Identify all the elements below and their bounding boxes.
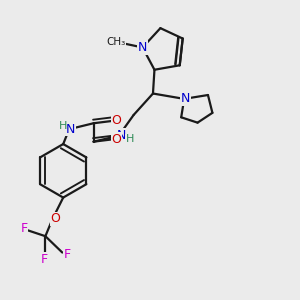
Text: F: F [20,222,28,235]
Text: N: N [117,129,127,142]
Text: CH₃: CH₃ [106,38,125,47]
Text: H: H [126,134,134,144]
Text: O: O [112,133,122,146]
Text: O: O [112,114,122,128]
Text: N: N [138,41,147,54]
Text: N: N [66,123,75,136]
Text: N: N [181,92,190,105]
Text: F: F [40,253,47,266]
Text: H: H [58,121,67,130]
Text: F: F [64,248,71,261]
Text: O: O [50,212,60,226]
